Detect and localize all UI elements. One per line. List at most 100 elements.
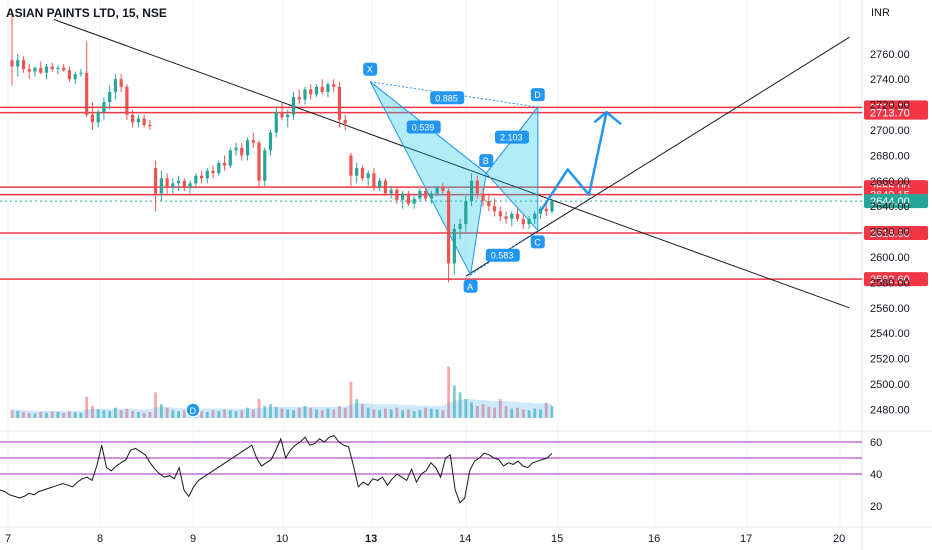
volume-bar bbox=[39, 412, 43, 418]
volume-bar bbox=[223, 409, 226, 418]
level-label: 2713.70 bbox=[870, 108, 910, 120]
x-tick-label: 9 bbox=[190, 533, 196, 545]
candle-body bbox=[326, 84, 330, 92]
candle-body bbox=[131, 114, 135, 123]
candle-body bbox=[458, 223, 462, 230]
pattern-ratio-badge bbox=[406, 120, 441, 134]
volume-bar bbox=[539, 409, 542, 418]
pattern-ratio-label: 2.103 bbox=[500, 133, 523, 143]
candle-body bbox=[67, 70, 72, 80]
volume-bar bbox=[418, 410, 422, 418]
candle-body bbox=[102, 102, 106, 113]
volume-bar bbox=[22, 412, 25, 418]
volume-bar bbox=[240, 410, 244, 418]
candle-body bbox=[165, 178, 169, 188]
candle-body bbox=[199, 175, 204, 179]
volume-bar bbox=[406, 409, 410, 418]
candle-body bbox=[492, 206, 497, 212]
candle-body bbox=[228, 150, 232, 166]
pattern-ratio-badge bbox=[495, 130, 529, 144]
price-tick-label: 2660.00 bbox=[870, 176, 910, 188]
candle-body bbox=[263, 150, 267, 181]
projection-path bbox=[540, 110, 622, 211]
volume-bar bbox=[274, 406, 278, 418]
level-label-bg bbox=[864, 272, 928, 287]
pattern-point-label: D bbox=[534, 90, 541, 100]
candle-body bbox=[401, 193, 405, 200]
candle-body bbox=[21, 60, 26, 70]
candles bbox=[10, 9, 554, 283]
price-tick-label: 2540.00 bbox=[870, 328, 910, 340]
harmonic-pattern: X A B C D 0.885 0.539 2.103 0.583 bbox=[363, 62, 545, 293]
volume-bar bbox=[401, 410, 405, 418]
volume-bar bbox=[165, 407, 169, 418]
candle-body bbox=[90, 114, 95, 123]
volume-bar bbox=[384, 408, 387, 418]
candle-body bbox=[280, 112, 284, 118]
volume-bar bbox=[45, 412, 48, 418]
volume-bar bbox=[16, 411, 20, 418]
candle-body bbox=[96, 112, 100, 123]
volume-bar bbox=[10, 410, 14, 418]
candle-body bbox=[452, 229, 456, 264]
trendline bbox=[53, 19, 850, 309]
volume-bar bbox=[498, 399, 502, 418]
trendlines bbox=[53, 19, 850, 309]
level-label-bg bbox=[864, 105, 928, 120]
candle-body bbox=[176, 180, 181, 184]
volume-bar bbox=[131, 411, 135, 418]
x-tick-label: 16 bbox=[648, 533, 660, 545]
volume-bar bbox=[475, 406, 479, 418]
pattern-triangle-xab bbox=[369, 81, 487, 277]
pattern-point-badge bbox=[363, 62, 378, 76]
volume-bar bbox=[366, 407, 370, 418]
candle-body bbox=[27, 69, 31, 72]
price-axis: 2760.00 2740.00 2720.00 2700.00 2680.00 2660.… bbox=[870, 49, 910, 417]
candle-body bbox=[171, 183, 175, 188]
candle-body bbox=[33, 67, 37, 72]
candle-body bbox=[418, 190, 422, 199]
candle-body bbox=[349, 155, 353, 176]
candle-body bbox=[469, 180, 474, 202]
volume-bar bbox=[148, 412, 152, 418]
candle-body bbox=[142, 118, 146, 125]
candle-body bbox=[50, 66, 54, 70]
volume-bar bbox=[56, 412, 60, 418]
volume-bar bbox=[389, 409, 393, 418]
candle-body bbox=[355, 168, 359, 176]
volume-bar bbox=[378, 410, 382, 418]
volume-bar bbox=[435, 409, 439, 418]
candle-body bbox=[240, 147, 244, 156]
volume-bar bbox=[136, 412, 140, 418]
candle-body bbox=[389, 189, 393, 194]
volume-bar bbox=[429, 408, 433, 418]
candle-body bbox=[314, 86, 319, 95]
level-label-bg bbox=[864, 225, 928, 240]
rsi-tick-label: 40 bbox=[870, 469, 882, 481]
candle-body bbox=[412, 198, 416, 204]
candle-body bbox=[56, 67, 60, 70]
price-tick-label: 2700.00 bbox=[870, 125, 910, 137]
volume-bar bbox=[142, 412, 146, 418]
volume-bar bbox=[424, 407, 428, 418]
x-tick-label: 7 bbox=[5, 533, 11, 545]
volume-bar bbox=[320, 410, 324, 418]
volume-bar bbox=[79, 412, 83, 418]
trendline bbox=[465, 36, 850, 277]
dividend-badge-label: D bbox=[190, 406, 197, 416]
candle-body bbox=[487, 201, 491, 207]
volume-bar bbox=[544, 402, 548, 418]
candle-body bbox=[286, 114, 290, 118]
candle-body bbox=[446, 190, 451, 264]
volume-bar bbox=[521, 409, 525, 418]
volume-bar bbox=[251, 409, 255, 418]
candle-body bbox=[291, 96, 296, 115]
candle-body bbox=[429, 193, 433, 199]
price-tick-label: 2680.00 bbox=[870, 150, 910, 162]
x-tick-label: 17 bbox=[740, 533, 752, 545]
volume-bar bbox=[280, 408, 284, 418]
candle-body bbox=[154, 168, 158, 194]
volume-bar bbox=[68, 411, 71, 418]
volume-bar bbox=[211, 410, 215, 418]
